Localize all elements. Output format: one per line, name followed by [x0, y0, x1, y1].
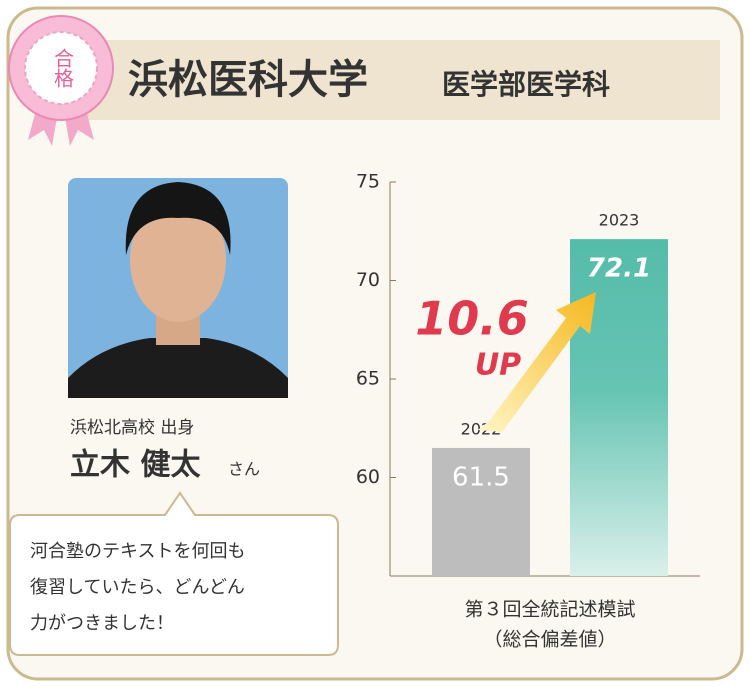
value-label: 72.1	[587, 254, 651, 284]
honorific: さん	[228, 460, 260, 479]
gain-value: 10.6	[415, 292, 529, 346]
badge-text: 合格	[51, 48, 75, 88]
faculty: 医学部医学科	[442, 68, 610, 101]
bar	[432, 447, 530, 576]
y-tick-label: 70	[356, 269, 380, 291]
gain-unit: UP	[475, 348, 521, 383]
photo	[68, 178, 288, 398]
comment-line: 河合塾のテキストを何回も	[30, 540, 245, 562]
y-tick-label: 65	[356, 368, 380, 390]
x-axis-label: （総合偏差値）	[483, 629, 616, 651]
value-label: 61.5	[452, 462, 510, 492]
bar	[570, 239, 668, 576]
y-tick-label: 75	[356, 171, 380, 193]
y-tick-label: 60	[356, 466, 380, 488]
comment-line: 復習していたら、どんどん	[30, 577, 245, 598]
header-band	[40, 40, 720, 120]
category-label: 2023	[599, 211, 640, 230]
school: 浜松北高校 出身	[70, 418, 194, 438]
up-arrow	[478, 292, 596, 432]
x-axis-label: 第３回全統記述模試	[464, 599, 635, 621]
university: 浜松医科大学	[128, 57, 368, 103]
student-name: 立木 健太	[70, 448, 201, 483]
comment-line: 力がつきました！	[30, 613, 174, 634]
speech-bubble	[9, 491, 339, 656]
badge	[8, 15, 114, 146]
